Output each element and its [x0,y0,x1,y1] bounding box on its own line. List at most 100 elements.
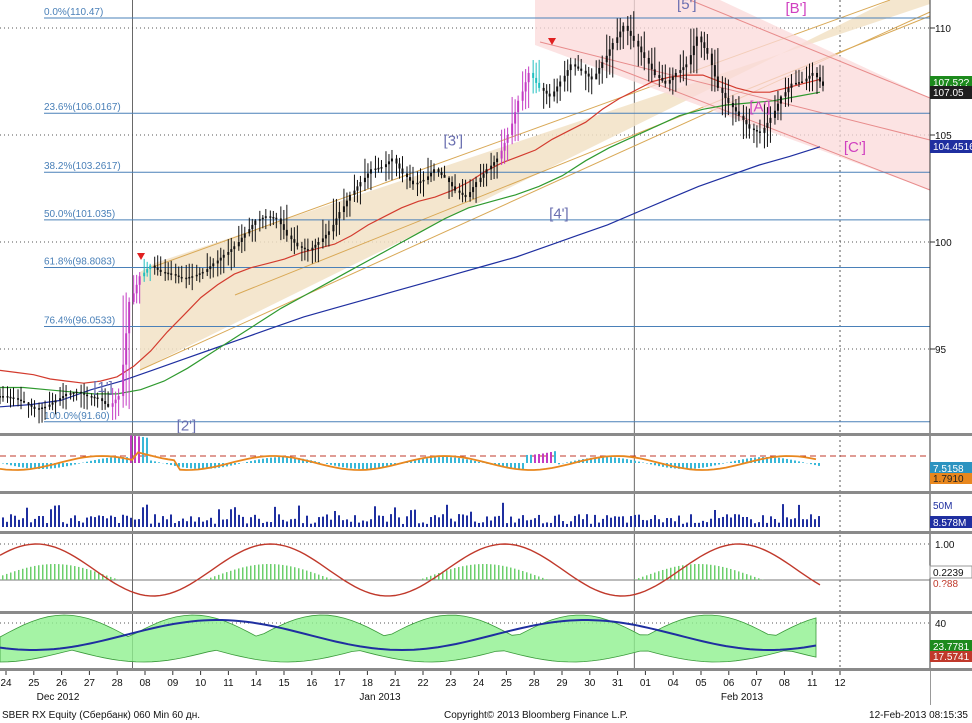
candle-body [363,177,366,183]
candle-body [559,81,562,87]
macd-bar [142,436,144,463]
candle-body [475,182,478,188]
volume-bar [90,516,92,527]
volume-bar [466,515,468,527]
candle-body [314,244,317,248]
macd-bar [742,459,744,463]
macd-bar [550,452,552,463]
candle-body [819,77,821,82]
volume-bar [582,519,584,527]
candle-body [374,168,377,171]
volume-bar [586,514,588,527]
candle-body [640,46,643,53]
candle-body [201,271,204,274]
macd-bar [254,460,256,463]
axis-tick-label: 95 [935,345,947,356]
candle-body [611,42,614,50]
candle-body [261,217,264,220]
price-series [0,11,824,424]
candle-body [619,31,622,38]
macd-bar [814,463,816,466]
macd-bar [706,463,708,467]
macd-bar [14,463,16,467]
candle-body [348,194,351,201]
candle-body [212,263,215,267]
candle-body [327,231,330,235]
candle-body [195,274,198,277]
macd-bar [34,463,36,469]
volume-bar [674,521,676,527]
stoch-bar [110,576,112,580]
macd-bar [674,463,676,469]
time-tick-label: 05 [695,678,707,689]
volume-bar [382,515,384,527]
candle-body [48,404,51,407]
volume-bar [534,518,536,527]
ma-blue-tag [930,140,972,153]
macd-bar [86,461,88,463]
macd-bar [278,457,280,463]
macd-tag-b-label: 1.7910 [933,474,964,485]
candle-body [661,77,664,81]
candle-body [335,218,338,225]
macd-bar [114,457,116,463]
stoch-bar [466,565,468,580]
stoch-bar [86,568,88,580]
stoch-bar [670,567,672,580]
wave-label: [3'] [444,133,464,150]
volume-bar [102,516,104,527]
candle-body [264,216,267,218]
volume-bar [486,516,488,527]
volume-bar [178,521,180,527]
macd-bar [210,463,212,469]
time-tick-label: 08 [139,678,151,689]
stoch-bar [42,564,44,580]
candle-body [595,73,598,80]
volume-bar [610,517,612,527]
macd-bar [774,457,776,463]
volume-bar [502,502,504,527]
macd-bar [150,460,152,463]
stoch-bar [506,566,508,580]
macd-bar [586,458,588,463]
macd-tag-b [930,473,972,484]
volume-bar [526,520,528,527]
macd-bar [678,463,680,469]
candle-body [125,333,128,365]
time-tick-label: 17 [334,678,346,689]
stoch-bar [82,567,84,580]
adx-line [0,619,817,652]
candle-body [601,62,604,68]
candle-body [580,68,583,71]
macd-bar [730,461,732,463]
volume-bar [290,519,292,527]
volume-bar [94,517,96,527]
volume-bar [34,518,36,527]
macd-bar [766,457,768,463]
macd-bar [38,463,40,469]
volume-bar [50,509,52,527]
dmi-tag-b-label: 17.5741 [933,652,970,663]
volume-bar [234,507,236,527]
volume-bar [150,523,152,527]
stoch-bar [658,571,660,580]
stoch-bar [326,577,328,580]
volume-bar [258,518,260,527]
stoch-bar [530,573,532,580]
fib-label: 0.0%(110.47) [44,7,103,18]
stoch-bar [438,572,440,580]
volume-bar [142,507,144,527]
candle-body [377,167,380,170]
candle-body [437,169,440,173]
macd-bar [334,463,336,466]
stoch-bar [234,569,236,580]
volume-bar [254,514,256,527]
stoch-bar [94,571,96,580]
candle-body [454,186,457,191]
candle-body [209,266,212,270]
macd-bar [246,461,248,463]
candle-body [569,64,572,71]
candle-body [653,69,656,76]
macd-bar [634,460,636,463]
volume-bar [794,518,796,527]
